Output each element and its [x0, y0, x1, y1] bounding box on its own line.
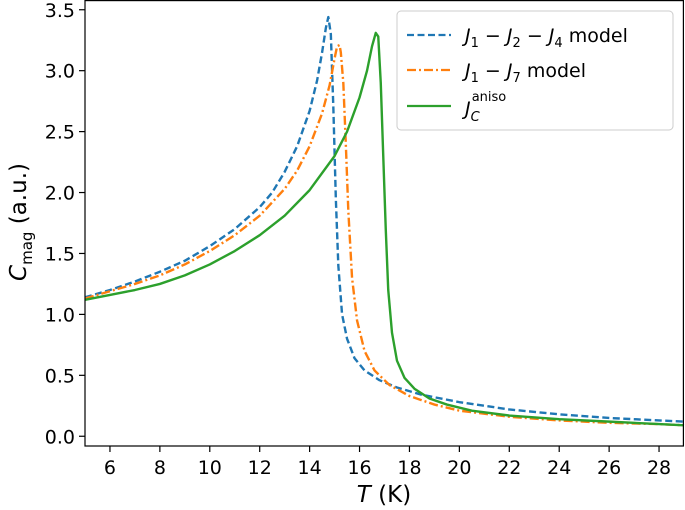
- x-tick-label: 22: [497, 457, 521, 479]
- series-line-2: [84, 43, 685, 427]
- x-tick-label: 20: [447, 457, 471, 479]
- x-tick-label: 10: [198, 457, 222, 479]
- legend-label-series-2: J1 − J7 model: [461, 60, 586, 86]
- y-tick-label: 1.0: [45, 304, 75, 326]
- x-ticks: 6 8 10 12 14 16 18 20 22 24 26 28: [104, 446, 671, 479]
- legend-label-series-3: JCaniso: [461, 90, 506, 125]
- axes-frame: [84, 0, 685, 447]
- y-tick-label: 1.5: [45, 243, 75, 265]
- x-tick-label: 24: [547, 457, 571, 479]
- x-tick-label: 6: [104, 457, 116, 479]
- x-tick-label: 12: [248, 457, 272, 479]
- legend: J1 − J2 − J4 model J1 − J7 model JCaniso: [396, 10, 674, 131]
- x-tick-label: 16: [347, 457, 371, 479]
- x-tick-label: 18: [397, 457, 421, 479]
- y-ticks: 0.0 0.5 1.0 1.5 2.0 2.5 3.0 3.5: [45, 0, 85, 448]
- y-tick-label: 3.5: [45, 0, 75, 22]
- series-line-1: [84, 15, 685, 423]
- y-tick-label: 2.5: [45, 122, 75, 144]
- legend-frame: [396, 10, 674, 131]
- plot-area: [84, 15, 685, 427]
- axes: [84, 0, 685, 447]
- y-tick-label: 3.0: [45, 61, 75, 83]
- x-axis-label: T (K): [357, 482, 411, 508]
- x-tick-label: 14: [298, 457, 322, 479]
- y-axis-label: Cmag (a.u.): [6, 163, 36, 281]
- y-tick-label: 0.0: [45, 426, 75, 448]
- series-line-3: [84, 31, 685, 427]
- legend-label-series-1: J1 − J2 − J4 model: [461, 25, 628, 51]
- x-tick-label: 8: [154, 457, 166, 479]
- y-tick-label: 0.5: [45, 365, 75, 387]
- y-tick-label: 2.0: [45, 183, 75, 205]
- x-tick-label: 26: [597, 457, 621, 479]
- x-tick-label: 28: [647, 457, 671, 479]
